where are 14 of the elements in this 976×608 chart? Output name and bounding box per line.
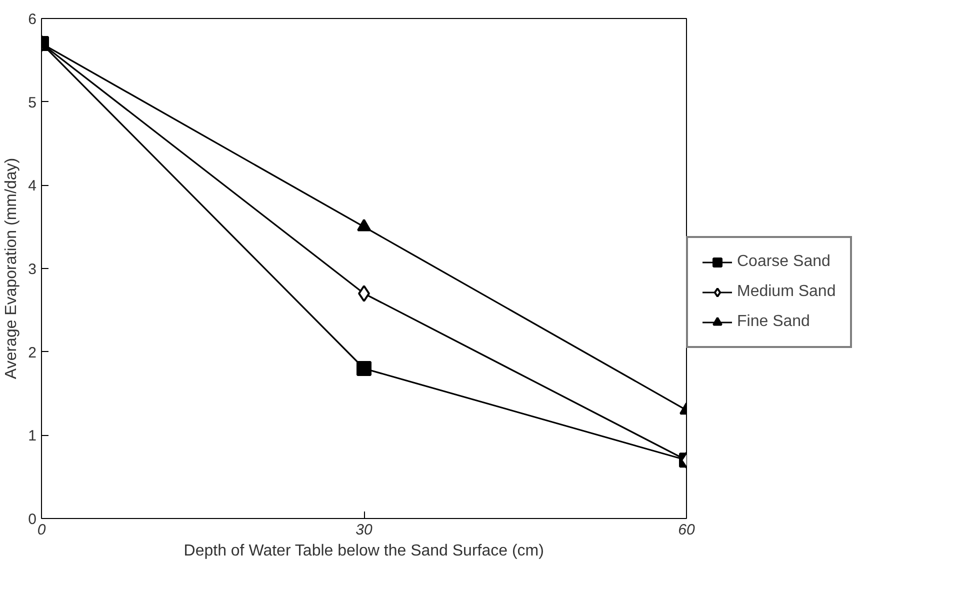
y-tick-label: 2 — [28, 344, 36, 362]
legend-label: Fine Sand — [737, 313, 810, 331]
x-tick-label: 60 — [678, 522, 696, 538]
y-tick-label: 1 — [28, 428, 36, 445]
x-tick-label: 30 — [356, 522, 373, 538]
y-axis-title: Average Evaporation (mm/day) — [3, 158, 20, 380]
y-tick-label: 4 — [28, 178, 36, 195]
y-tick-label: 5 — [28, 94, 36, 112]
x-axis-title: Depth of Water Table below the Sand Surface (cm) — [184, 542, 544, 560]
y-tick-label: 6 — [28, 11, 36, 28]
y-tick-label: 0 — [28, 511, 36, 528]
legend-label: Medium Sand — [737, 283, 836, 301]
y-tick-label: 3 — [28, 261, 36, 278]
legend-label: Coarse Sand — [737, 253, 830, 271]
